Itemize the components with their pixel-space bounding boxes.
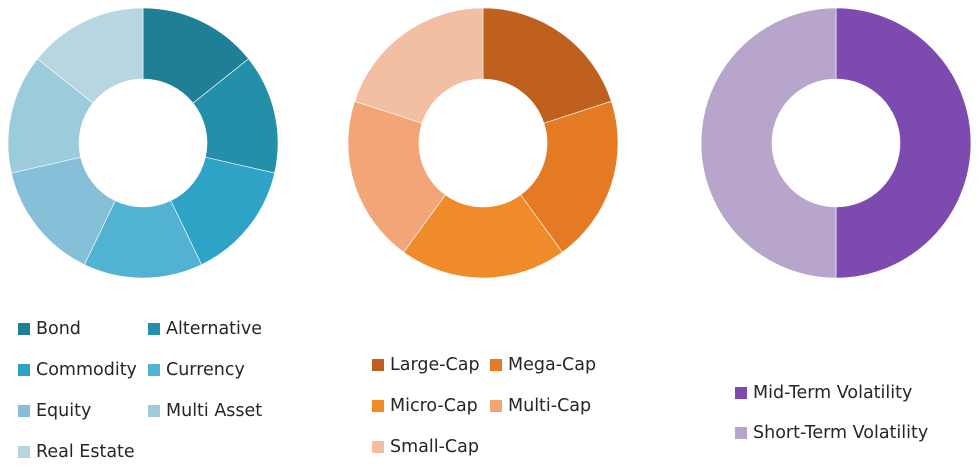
legend-item-multi-asset: Multi Asset xyxy=(148,401,262,421)
legend-label: Alternative xyxy=(166,319,263,339)
legend-swatch xyxy=(148,405,160,417)
donut-slice-mid-term-volatility xyxy=(835,7,972,279)
legend-swatch xyxy=(148,323,160,335)
legend-label: Micro-Cap xyxy=(390,396,478,416)
legend-label: Bond xyxy=(36,319,81,339)
legend-swatch xyxy=(148,364,160,376)
legend-swatch xyxy=(490,359,502,371)
donut-slice-mega-cap xyxy=(520,100,619,253)
legend-label: Multi Asset xyxy=(166,401,263,421)
legend-swatch xyxy=(372,441,384,453)
legend-item-mega-cap: Mega-Cap xyxy=(490,355,596,375)
legend-swatch xyxy=(372,359,384,371)
legend-swatch xyxy=(735,387,747,399)
legend-item-mid-term-volatility: Mid-Term Volatility xyxy=(735,383,912,403)
donut-slice-multi-cap xyxy=(347,100,446,253)
donut-slice-short-term-volatility xyxy=(700,7,837,279)
legend-item-short-term-volatility: Short-Term Volatility xyxy=(735,423,928,443)
donut-slice-real-estate xyxy=(37,7,144,104)
legend-label: Mid-Term Volatility xyxy=(753,383,913,403)
legend-label: Short-Term Volatility xyxy=(753,423,929,443)
legend-swatch xyxy=(735,427,747,439)
legend-item-large-cap: Large-Cap xyxy=(372,355,480,375)
legend-label: Multi-Cap xyxy=(508,396,592,416)
legend-swatch xyxy=(18,405,30,417)
legend-swatch xyxy=(18,364,30,376)
legend-item-real-estate: Real Estate xyxy=(18,442,135,462)
legend-label: Commodity xyxy=(36,360,137,380)
legend-item-alternative: Alternative xyxy=(148,319,262,339)
legend-item-currency: Currency xyxy=(148,360,245,380)
legend-swatch xyxy=(18,323,30,335)
legend-item-equity: Equity xyxy=(18,401,91,421)
donut-slice-micro-cap xyxy=(403,194,563,279)
legend-label: Mega-Cap xyxy=(508,355,597,375)
legend-label: Currency xyxy=(166,360,245,380)
legend-label: Equity xyxy=(36,401,92,421)
legend-label: Real Estate xyxy=(36,442,135,462)
legend-swatch xyxy=(372,400,384,412)
legend-item-small-cap: Small-Cap xyxy=(372,437,479,457)
legend-swatch xyxy=(18,446,30,458)
donut-slice-small-cap xyxy=(354,7,484,124)
legend-label: Small-Cap xyxy=(390,437,479,457)
legend-item-bond: Bond xyxy=(18,319,81,339)
legend-label: Large-Cap xyxy=(390,355,480,375)
legend-item-micro-cap: Micro-Cap xyxy=(372,396,478,416)
donut-slice-large-cap xyxy=(482,7,612,124)
legend-swatch xyxy=(490,400,502,412)
legend-item-multi-cap: Multi-Cap xyxy=(490,396,591,416)
legend-item-commodity: Commodity xyxy=(18,360,137,380)
